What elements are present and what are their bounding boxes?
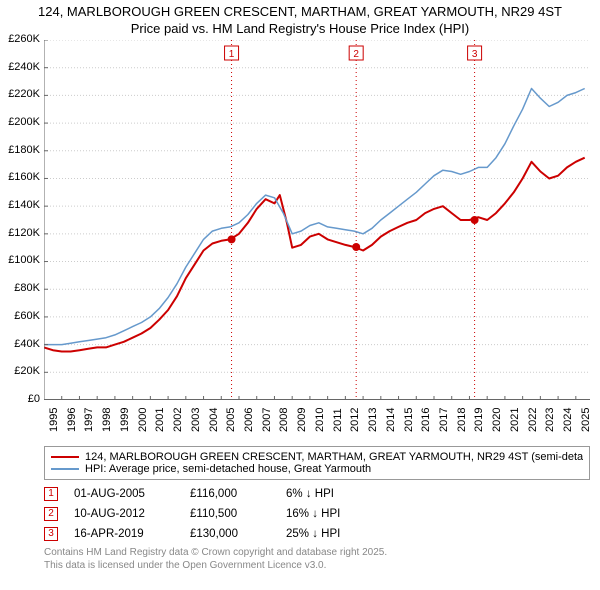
x-tick-label: 2006: [243, 407, 255, 431]
legend-label: 124, MARLBOROUGH GREEN CRESCENT, MARTHAM…: [85, 451, 583, 463]
x-tick-label: 1995: [48, 407, 60, 431]
x-tick-label: 2024: [562, 407, 574, 431]
sale-price: £130,000: [190, 528, 270, 540]
footer-line1: Contains HM Land Registry data © Crown c…: [44, 546, 590, 559]
x-tick-label: 2000: [137, 407, 149, 431]
x-tick-label: 1996: [66, 407, 78, 431]
x-tick-label: 2022: [527, 407, 539, 431]
y-tick-label: £80K: [0, 282, 40, 294]
footer-attribution: Contains HM Land Registry data © Crown c…: [44, 546, 590, 572]
sale-pct: 16% ↓ HPI: [286, 508, 366, 520]
x-tick-label: 1999: [119, 407, 131, 431]
y-tick-label: £120K: [0, 227, 40, 239]
x-tick-label: 2010: [314, 407, 326, 431]
x-tick-label: 2018: [456, 407, 468, 431]
sale-date: 01-AUG-2005: [74, 488, 174, 500]
x-tick-label: 2017: [438, 407, 450, 431]
x-tick-label: 2013: [367, 407, 379, 431]
y-tick-label: £40K: [0, 338, 40, 350]
x-tick-label: 2003: [190, 407, 202, 431]
x-tick-label: 2009: [296, 407, 308, 431]
legend-item: HPI: Average price, semi-detached house,…: [51, 463, 583, 475]
x-tick-label: 2020: [491, 407, 503, 431]
legend-label: HPI: Average price, semi-detached house,…: [85, 463, 371, 475]
x-tick-label: 1998: [101, 407, 113, 431]
sale-pct: 25% ↓ HPI: [286, 528, 366, 540]
footer-line2: This data is licensed under the Open Gov…: [44, 559, 590, 572]
sale-marker-box: 3: [44, 527, 58, 541]
sales-table: 1 01-AUG-2005 £116,000 6% ↓ HPI 2 10-AUG-2012…: [44, 484, 590, 544]
sale-pct: 6% ↓ HPI: [286, 488, 366, 500]
y-tick-label: £160K: [0, 171, 40, 183]
chart-area: 1 2 3: [44, 40, 590, 400]
x-axis-labels: 1995 1996 1997 1998 1999 2000 2001 2002 2003 2004…: [44, 400, 590, 440]
y-tick-label: £100K: [0, 254, 40, 266]
line-chart-svg: 1 2 3: [44, 40, 590, 400]
sale-price: £116,000: [190, 488, 270, 500]
sale-row: 1 01-AUG-2005 £116,000 6% ↓ HPI: [44, 484, 590, 504]
y-tick-label: £180K: [0, 144, 40, 156]
svg-text:2: 2: [353, 49, 359, 60]
x-tick-label: 2007: [261, 407, 273, 431]
chart-title-line1: 124, MARLBOROUGH GREEN CRESCENT, MARTHAM…: [0, 0, 600, 21]
x-tick-label: 2005: [225, 407, 237, 431]
y-tick-label: £140K: [0, 199, 40, 211]
x-tick-label: 1997: [83, 407, 95, 431]
x-tick-label: 2011: [332, 408, 344, 432]
legend-swatch: [51, 468, 79, 470]
sale-row: 3 16-APR-2019 £130,000 25% ↓ HPI: [44, 524, 590, 544]
y-tick-label: £240K: [0, 61, 40, 73]
y-tick-label: £200K: [0, 116, 40, 128]
sale-date: 10-AUG-2012: [74, 508, 174, 520]
x-tick-label: 2012: [349, 407, 361, 431]
x-tick-label: 2023: [544, 407, 556, 431]
sale-marker-box: 2: [44, 507, 58, 521]
x-tick-label: 2019: [473, 407, 485, 431]
sale-marker-box: 1: [44, 487, 58, 501]
y-tick-label: £0: [0, 393, 40, 405]
y-tick-label: £60K: [0, 310, 40, 322]
x-tick-label: 2016: [420, 407, 432, 431]
sale-date: 16-APR-2019: [74, 528, 174, 540]
svg-text:1: 1: [229, 49, 235, 60]
x-tick-label: 2002: [172, 407, 184, 431]
chart-title-line2: Price paid vs. HM Land Registry's House …: [0, 21, 600, 40]
legend-item: 124, MARLBOROUGH GREEN CRESCENT, MARTHAM…: [51, 451, 583, 463]
sale-price: £110,500: [190, 508, 270, 520]
x-tick-label: 2001: [154, 407, 166, 431]
svg-text:3: 3: [472, 49, 478, 60]
y-tick-label: £220K: [0, 88, 40, 100]
x-tick-label: 2004: [208, 407, 220, 431]
x-tick-label: 2021: [509, 407, 521, 431]
y-tick-label: £260K: [0, 33, 40, 45]
legend-swatch: [51, 456, 79, 458]
x-tick-label: 2025: [580, 407, 592, 431]
x-tick-label: 2015: [403, 407, 415, 431]
x-tick-label: 2014: [385, 407, 397, 431]
sale-row: 2 10-AUG-2012 £110,500 16% ↓ HPI: [44, 504, 590, 524]
x-tick-label: 2008: [278, 407, 290, 431]
legend: 124, MARLBOROUGH GREEN CRESCENT, MARTHAM…: [44, 446, 590, 480]
y-tick-label: £20K: [0, 365, 40, 377]
